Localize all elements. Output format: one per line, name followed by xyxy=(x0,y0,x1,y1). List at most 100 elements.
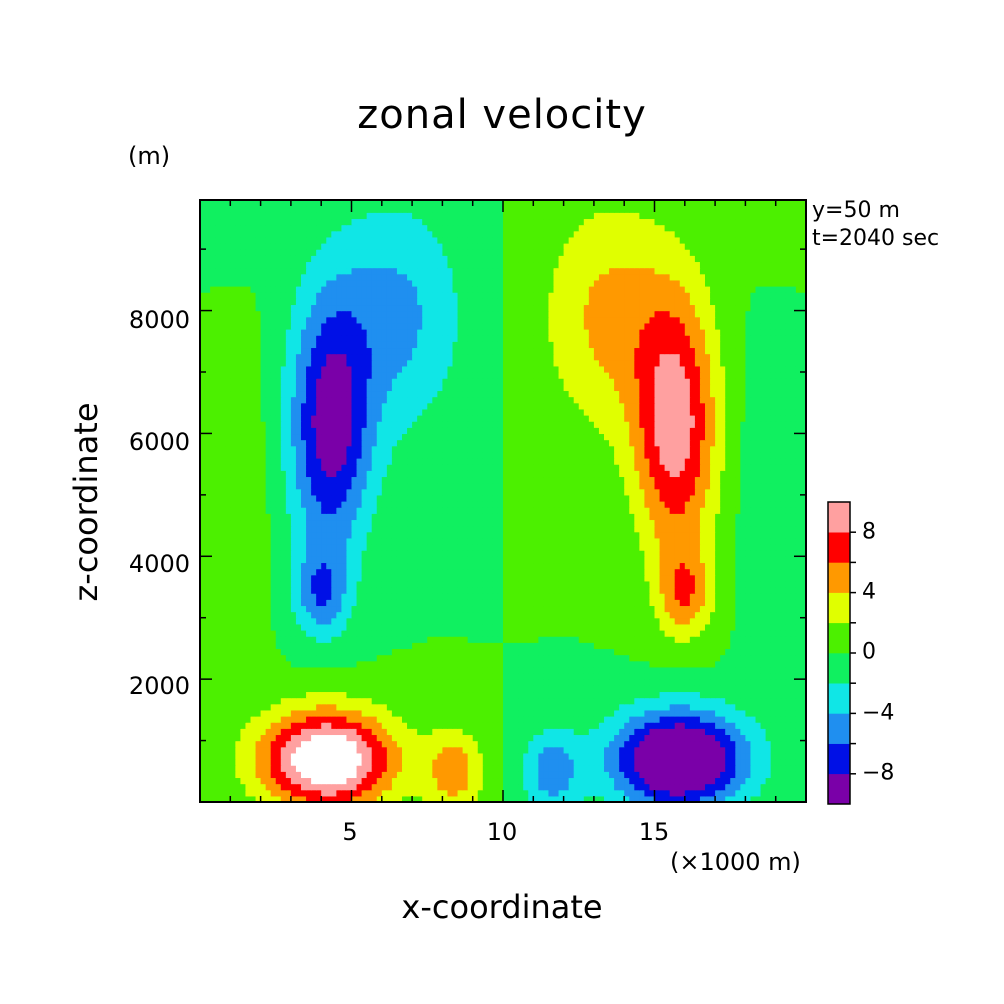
field-cell xyxy=(290,722,297,729)
field-cell xyxy=(649,654,656,662)
field-cell xyxy=(614,783,620,791)
field-cell xyxy=(285,673,292,680)
field-cell xyxy=(654,722,661,729)
field-cell xyxy=(503,666,509,674)
field-cell xyxy=(755,660,762,668)
field-cell xyxy=(598,550,605,557)
field-cell xyxy=(790,709,797,717)
field-cell xyxy=(760,673,767,680)
field-cell xyxy=(503,679,509,686)
field-cell xyxy=(285,746,292,754)
field-cell xyxy=(699,734,706,742)
field-cell xyxy=(689,642,696,650)
field-cell xyxy=(644,752,651,760)
field-cell xyxy=(553,605,560,613)
field-cell xyxy=(694,691,701,699)
field-cell xyxy=(674,703,681,711)
field-cell xyxy=(593,630,600,637)
colorbar-tick-label: −8 xyxy=(862,760,895,786)
field-cell xyxy=(321,550,327,557)
field-cell xyxy=(200,728,206,736)
field-cell xyxy=(634,783,640,791)
field-cell xyxy=(497,599,504,607)
field-cell xyxy=(472,605,479,613)
field-cell xyxy=(598,746,605,754)
field-cell xyxy=(800,746,807,754)
field-cell xyxy=(407,789,413,797)
field-cell xyxy=(598,673,605,680)
field-cell xyxy=(740,550,746,557)
field-cell xyxy=(553,771,560,779)
field-cell xyxy=(745,654,752,662)
field-cell xyxy=(487,574,494,582)
field-cell xyxy=(528,709,534,717)
field-cell xyxy=(634,556,640,564)
field-cell xyxy=(553,716,560,723)
field-cell xyxy=(604,740,610,748)
field-cell xyxy=(689,580,696,588)
field-cell xyxy=(598,740,605,748)
field-cell xyxy=(573,795,580,803)
field-cell xyxy=(346,574,353,582)
field-cell xyxy=(649,709,656,717)
field-cell xyxy=(260,648,267,656)
field-cell xyxy=(250,556,257,564)
field-cell xyxy=(356,697,363,705)
field-cell xyxy=(452,654,459,662)
field-cell xyxy=(785,593,792,600)
field-cell xyxy=(381,550,388,557)
field-cell xyxy=(624,550,630,557)
field-cell xyxy=(220,556,226,564)
field-cell xyxy=(705,605,711,613)
field-cell xyxy=(417,759,423,766)
field-cell xyxy=(593,654,600,662)
field-cell xyxy=(205,722,211,729)
field-cell xyxy=(361,697,368,705)
field-cell xyxy=(371,666,378,674)
field-cell xyxy=(366,765,373,772)
field-cell xyxy=(669,568,676,576)
field-cell xyxy=(391,728,398,736)
field-cell xyxy=(705,642,711,650)
field-cell xyxy=(381,574,388,582)
field-cell xyxy=(482,795,489,803)
field-cell xyxy=(780,740,787,748)
field-cell xyxy=(689,783,696,791)
field-cell xyxy=(654,556,661,564)
field-cell xyxy=(391,666,398,674)
field-cell xyxy=(457,666,464,674)
field-cell xyxy=(644,709,651,717)
field-cell xyxy=(295,679,302,686)
field-cell xyxy=(548,568,555,576)
field-cell xyxy=(644,777,651,785)
field-cell xyxy=(341,673,348,680)
field-cell xyxy=(760,759,767,766)
field-cell xyxy=(472,795,479,803)
field-cell xyxy=(644,728,651,736)
field-cell xyxy=(407,654,413,662)
field-cell xyxy=(280,562,287,570)
field-cell xyxy=(604,562,610,570)
field-cell xyxy=(563,734,570,742)
field-cell xyxy=(467,685,474,693)
field-cell xyxy=(654,568,661,576)
field-cell xyxy=(452,679,459,686)
field-cell xyxy=(654,691,661,699)
field-cell xyxy=(543,587,550,594)
field-cell xyxy=(715,574,721,582)
field-cell xyxy=(316,685,322,693)
field-cell xyxy=(336,691,342,699)
field-cell xyxy=(306,734,312,742)
field-cell xyxy=(699,580,706,588)
field-cell xyxy=(720,679,726,686)
field-cell xyxy=(230,574,236,582)
field-cell xyxy=(558,630,565,637)
field-cell xyxy=(447,654,454,662)
field-cell xyxy=(609,562,615,570)
field-cell xyxy=(432,611,438,619)
field-cell xyxy=(205,562,211,570)
field-cell xyxy=(563,568,570,576)
field-cell xyxy=(644,623,651,631)
field-cell xyxy=(715,746,721,754)
